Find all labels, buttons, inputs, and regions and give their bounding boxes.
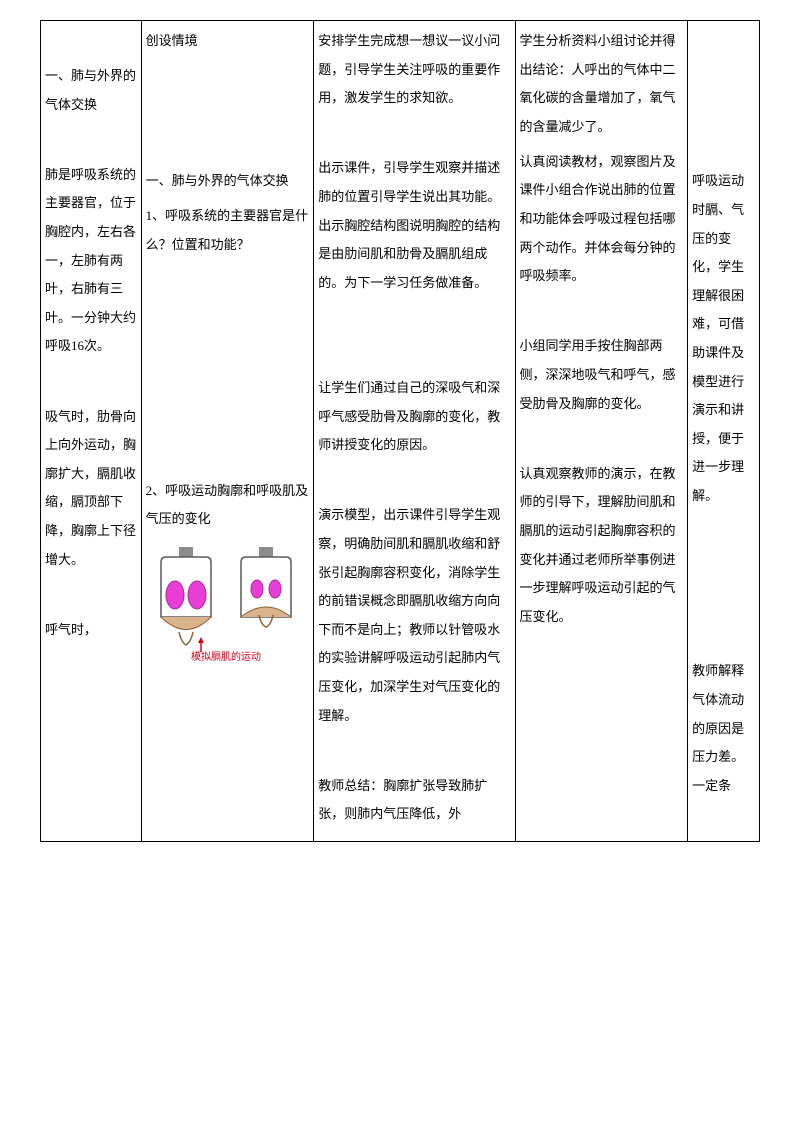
lung-shape xyxy=(251,580,263,598)
text-block: 肺是呼吸系统的主要器官，位于胸腔内，左右各一，左肺有两叶，右肺有三叶。一分钟大约… xyxy=(45,161,137,361)
membrane-shape xyxy=(161,617,211,630)
text-block: 一、肺与外界的气体交换 xyxy=(45,62,137,119)
cell-board-notes: 一、肺与外界的气体交换 肺是呼吸系统的主要器官，位于胸腔内，左右各一，左肺有两叶… xyxy=(41,21,142,842)
diagram-label: 模拟膈肌的运动 xyxy=(191,650,261,662)
text-block: 1、呼吸系统的主要器官是什么？位置和功能？ xyxy=(146,202,310,259)
lung-shape xyxy=(166,581,184,609)
text-block: 2、呼吸运动胸廓和呼吸肌及气压的变化 xyxy=(146,477,310,534)
text-block: 吸气时，肋骨向上向外运动，胸廓扩大，膈肌收缩，膈顶部下降，胸廓上下径增大。 xyxy=(45,403,137,575)
text-block: 认真观察教师的演示，在教师的引导下，理解肋间肌和膈肌的运动引起胸廓容积的变化并通… xyxy=(520,460,684,632)
hand-shape xyxy=(179,632,193,645)
text-block: 小组同学用手按住胸部两侧，深深地吸气和呼气，感受肋骨及胸廓的变化。 xyxy=(520,332,684,418)
text-block: 学生分析资料小组讨论并得出结论：人呼出的气体中二氧化碳的含量增加了，氧气的含量减… xyxy=(520,27,684,141)
text-block: 教师总结：胸廓扩张导致肺扩张，则肺内气压降低，外 xyxy=(318,772,510,829)
text-block: 让学生们通过自己的深吸气和深呼气感受肋骨及胸廓的变化，教师讲授变化的原因。 xyxy=(318,374,510,460)
arrow-head xyxy=(198,637,204,643)
lesson-plan-table: 一、肺与外界的气体交换 肺是呼吸系统的主要器官，位于胸腔内，左右各一，左肺有两叶… xyxy=(40,20,760,842)
text-block: 教师解释气体流动的原因是压力差。一定条 xyxy=(692,657,755,800)
text-block: 认真阅读教材，观察图片及课件小组合作说出肺的位置和功能体会呼吸过程包括哪两个动作… xyxy=(520,148,684,291)
text-block: 演示模型，出示课件引导学生观察，明确肋间肌和膈肌收缩和舒张引起胸廓容积变化，消除… xyxy=(318,501,510,730)
stopper-shape xyxy=(259,547,273,557)
cell-teacher-activity: 安排学生完成想一想议一议小问题，引导学生关注呼吸的重要作用，激发学生的求知欲。 … xyxy=(314,21,515,842)
lung-shape xyxy=(269,580,281,598)
cell-key-points: 创设情境 一、肺与外界的气体交换 1、呼吸系统的主要器官是什么？位置和功能？ 2… xyxy=(141,21,314,842)
lung-shape xyxy=(188,581,206,609)
text-block: 呼吸运动时膈、气压的变化，学生理解很困难，可借助课件及模型进行演示和讲授，便于进… xyxy=(692,167,755,510)
text-block: 安排学生完成想一想议一议小问题，引导学生关注呼吸的重要作用，激发学生的求知欲。 xyxy=(318,27,510,113)
cell-student-activity: 学生分析资料小组讨论并得出结论：人呼出的气体中二氧化碳的含量增加了，氧气的含量减… xyxy=(515,21,688,842)
table-row: 一、肺与外界的气体交换 肺是呼吸系统的主要器官，位于胸腔内，左右各一，左肺有两叶… xyxy=(41,21,760,842)
diaphragm-model-diagram: 模拟膈肌的运动 xyxy=(146,542,310,673)
stopper-shape xyxy=(179,547,193,557)
text-block: 出示课件，引导学生观察并描述肺的位置引导学生说出其功能。出示胸腔结构图说明胸腔的… xyxy=(318,154,510,297)
cell-design-intent: 呼吸运动时膈、气压的变化，学生理解很困难，可借助课件及模型进行演示和讲授，便于进… xyxy=(688,21,760,842)
text-block: 呼气时， xyxy=(45,616,137,645)
text-block: 一、肺与外界的气体交换 xyxy=(146,167,310,196)
text-block: 创设情境 xyxy=(146,27,310,56)
